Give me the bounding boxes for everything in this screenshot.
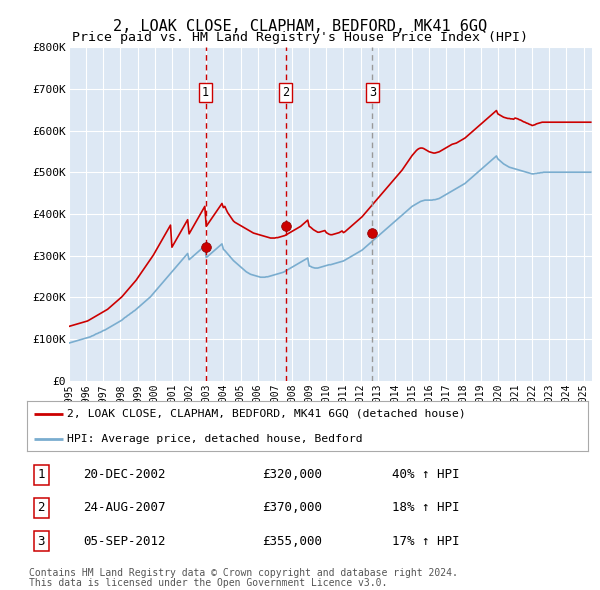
Text: 2, LOAK CLOSE, CLAPHAM, BEDFORD, MK41 6GQ: 2, LOAK CLOSE, CLAPHAM, BEDFORD, MK41 6G… [113, 19, 487, 34]
Text: Price paid vs. HM Land Registry's House Price Index (HPI): Price paid vs. HM Land Registry's House … [72, 31, 528, 44]
Text: 3: 3 [369, 86, 376, 99]
Text: 2: 2 [282, 86, 289, 99]
Text: £370,000: £370,000 [263, 502, 323, 514]
Text: This data is licensed under the Open Government Licence v3.0.: This data is licensed under the Open Gov… [29, 578, 387, 588]
Text: £355,000: £355,000 [263, 535, 323, 548]
Text: 1: 1 [202, 86, 209, 99]
Text: 1: 1 [37, 468, 45, 481]
Text: 20-DEC-2002: 20-DEC-2002 [83, 468, 166, 481]
Text: 24-AUG-2007: 24-AUG-2007 [83, 502, 166, 514]
Text: Contains HM Land Registry data © Crown copyright and database right 2024.: Contains HM Land Registry data © Crown c… [29, 568, 458, 578]
Text: £320,000: £320,000 [263, 468, 323, 481]
Text: 40% ↑ HPI: 40% ↑ HPI [392, 468, 459, 481]
Text: 17% ↑ HPI: 17% ↑ HPI [392, 535, 459, 548]
Text: 2, LOAK CLOSE, CLAPHAM, BEDFORD, MK41 6GQ (detached house): 2, LOAK CLOSE, CLAPHAM, BEDFORD, MK41 6G… [67, 409, 466, 419]
Text: 3: 3 [37, 535, 45, 548]
Text: HPI: Average price, detached house, Bedford: HPI: Average price, detached house, Bedf… [67, 434, 363, 444]
Text: 18% ↑ HPI: 18% ↑ HPI [392, 502, 459, 514]
Text: 05-SEP-2012: 05-SEP-2012 [83, 535, 166, 548]
Text: 2: 2 [37, 502, 45, 514]
